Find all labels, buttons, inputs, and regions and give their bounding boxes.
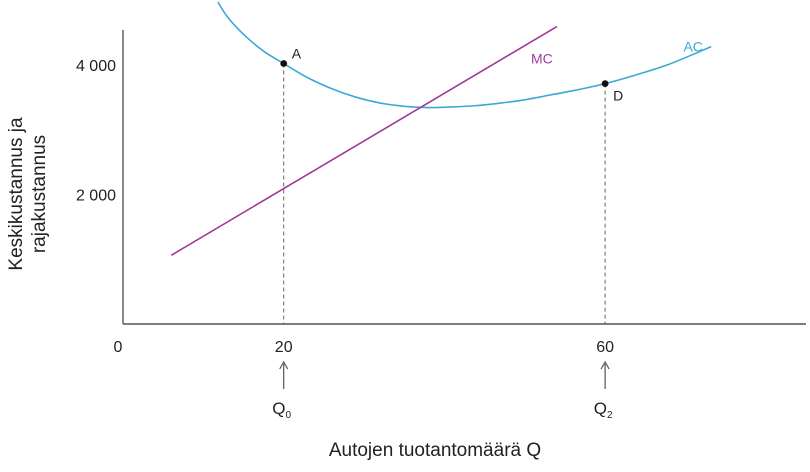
quantity-marker: Q0 [272,360,292,421]
x-tick-label: 0 [114,339,123,356]
points: AD [280,46,623,104]
series-label-mc: MC [531,51,553,67]
y-axis-label-line1: Keskikustannus ja [6,117,27,271]
arrow-head [600,360,610,370]
series-label-ac: AC [683,39,702,55]
series-line-ac [217,1,712,109]
y-tick-label: 2 000 [76,187,116,204]
x-tick-label: 20 [275,339,293,356]
y-tick-label: 4 000 [76,58,116,75]
quantity-label: Q0 [272,399,291,421]
point-d [601,80,609,87]
guide-lines [283,63,606,324]
point-label-d: D [613,88,623,104]
y-axis-label-line2: rajakustannus [29,135,50,253]
series-line-mc [170,25,558,257]
series [170,1,712,257]
axes [122,30,806,325]
quantity-markers: Q0 Q2 [272,360,613,421]
x-axis-label: Autojen tuotantomäärä Q [329,440,541,461]
tick-labels: 0 20 60 2 000 4 000 [76,58,614,356]
point-label-a: A [292,46,302,62]
arrow-head [279,360,289,370]
point-a [280,60,288,67]
quantity-label: Q2 [594,399,613,421]
quantity-marker: Q2 [594,360,613,421]
x-tick-label: 60 [596,339,614,356]
